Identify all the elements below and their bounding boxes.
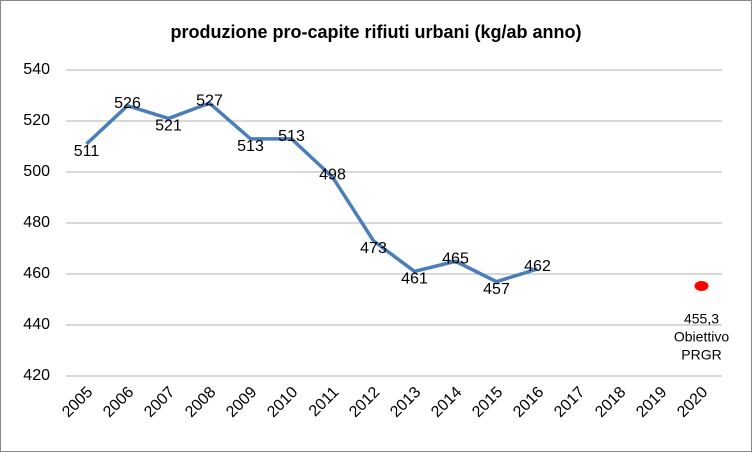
data-label: 511	[74, 143, 100, 160]
data-label: 513	[278, 128, 305, 145]
data-label: 465	[442, 250, 469, 267]
data-label: 461	[401, 271, 428, 288]
y-tick-label: 520	[23, 112, 50, 129]
y-tick-label: 500	[23, 163, 50, 180]
y-tick-label: 540	[23, 61, 50, 78]
y-tick-label: 420	[23, 367, 50, 384]
target-dot	[694, 280, 709, 291]
chart-title: produzione pro-capite rifiuti urbani (kg…	[171, 22, 582, 42]
data-label: 513	[237, 138, 264, 155]
data-label: 473	[360, 240, 387, 257]
data-label: 526	[114, 95, 141, 112]
annotation: PRGR	[681, 347, 721, 363]
y-tick-label: 460	[23, 265, 50, 282]
data-label: 462	[524, 258, 551, 275]
y-tick-label: 440	[23, 316, 50, 333]
data-line	[85, 101, 539, 284]
data-label: 455,3	[684, 311, 719, 327]
data-label: 527	[196, 92, 223, 109]
annotation: Obiettivo	[674, 329, 729, 345]
y-tick-label: 480	[23, 214, 50, 231]
data-label: 457	[483, 281, 510, 298]
data-label: 521	[155, 118, 182, 135]
data-label: 498	[319, 166, 346, 183]
